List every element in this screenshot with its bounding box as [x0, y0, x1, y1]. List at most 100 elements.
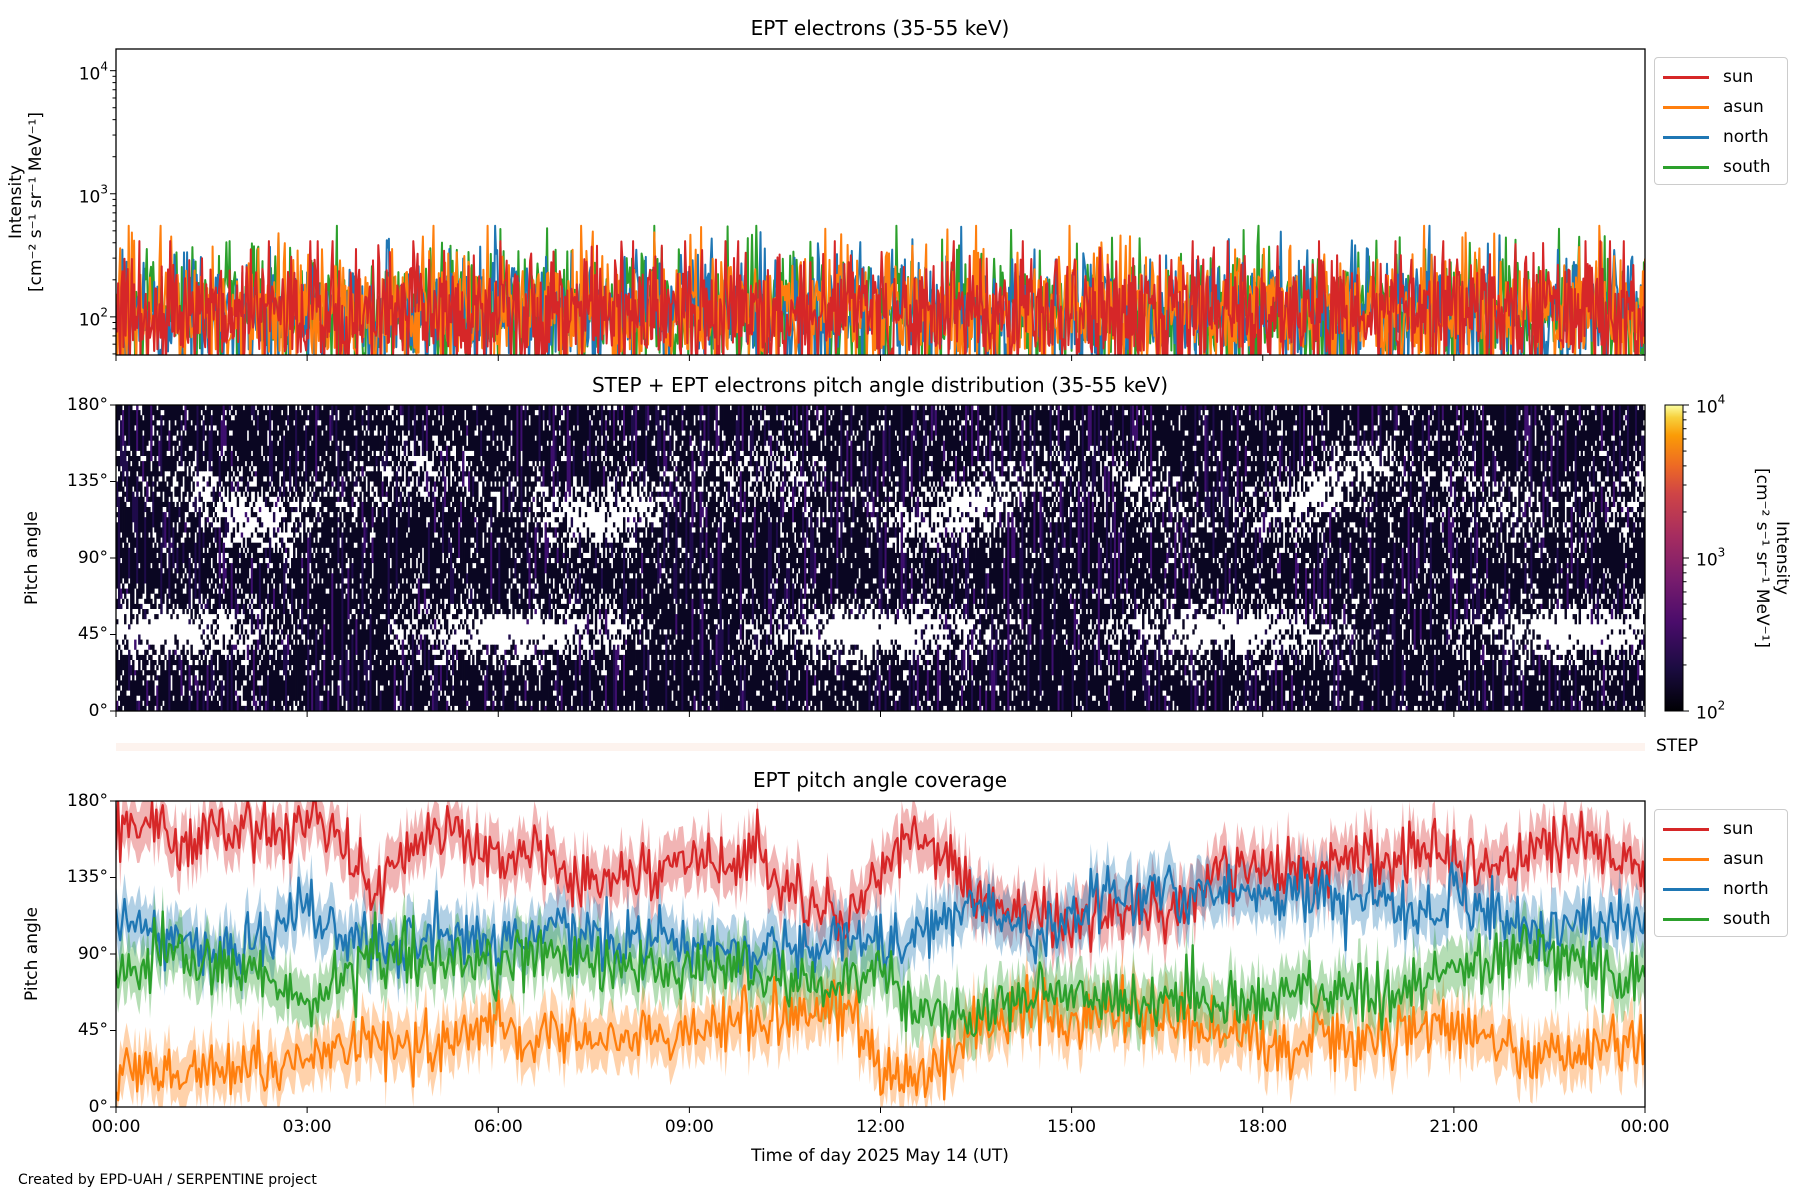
- heatmap-cell: [888, 425, 891, 477]
- heatmap-cell: [637, 619, 640, 625]
- heatmap-cell: [1075, 670, 1079, 696]
- heatmap-cell: [510, 491, 513, 502]
- heatmap-cell: [614, 542, 618, 548]
- heatmap-cell: [532, 568, 535, 584]
- heatmap-cell: [928, 501, 932, 528]
- heatmap-cell: [908, 527, 912, 533]
- heatmap-cell: [769, 598, 773, 635]
- heatmap-cell: [504, 680, 507, 686]
- heatmap-cell: [574, 609, 578, 615]
- heatmap-cell: [297, 476, 300, 497]
- heatmap-cell: [464, 660, 467, 711]
- heatmap-cell: [952, 527, 956, 533]
- heatmap-cell: [333, 486, 336, 655]
- heatmap-cell: [785, 512, 789, 533]
- heatmap-cell: [297, 517, 300, 533]
- heatmap-cell: [144, 501, 147, 513]
- heatmap-cell: [775, 522, 779, 548]
- heatmap-cell: [661, 501, 664, 513]
- heatmap-cell: [1121, 456, 1125, 462]
- heatmap-cell: [262, 461, 266, 477]
- heatmap-cell: [156, 685, 159, 711]
- heatmap-cell: [190, 405, 193, 421]
- heatmap-cell: [590, 542, 594, 584]
- heatmap-cell: [602, 675, 606, 701]
- heatmap-cell: [918, 649, 922, 655]
- heatmap-cell: [280, 415, 284, 472]
- heatmap-cell: [787, 435, 791, 446]
- heatmap-cell: [962, 405, 966, 421]
- heatmap-cell: [1063, 588, 1066, 620]
- heatmap-cell: [773, 461, 777, 472]
- heatmap-cell: [596, 563, 600, 615]
- heatmap-cell: [870, 512, 873, 518]
- heatmap-cell: [872, 670, 875, 686]
- heatmap-cell: [272, 578, 276, 584]
- heatmap-cell: [868, 440, 871, 487]
- heatmap-cell: [711, 654, 714, 676]
- heatmap-cell: [922, 517, 926, 523]
- heatmap-cell: [723, 405, 726, 436]
- heatmap-cell: [216, 670, 219, 681]
- heatmap-cell: [747, 405, 751, 436]
- heatmap-cell: [669, 634, 672, 645]
- heatmap-cell: [681, 420, 684, 431]
- heatmap-cell: [140, 537, 143, 599]
- heatmap-cell: [1099, 660, 1103, 671]
- heatmap-cell: [128, 476, 131, 502]
- heatmap-cell: [417, 445, 421, 456]
- heatmap-cell: [526, 532, 529, 564]
- heatmap-cell: [562, 660, 566, 711]
- heatmap-cell: [673, 496, 676, 507]
- heatmap-cell: [538, 405, 541, 462]
- heatmap-cell: [769, 405, 773, 431]
- heatmap-cell: [864, 690, 867, 711]
- heatmap-cell: [202, 532, 205, 548]
- heatmap-cell: [1057, 501, 1060, 513]
- heatmap-cell: [220, 537, 224, 553]
- heatmap-cell: [158, 675, 161, 711]
- heatmap-cell: [856, 486, 859, 518]
- heatmap-cell: [182, 644, 185, 686]
- heatmap-cell: [969, 578, 972, 589]
- heatmap-cell: [532, 481, 535, 492]
- heatmap-cell: [256, 685, 260, 701]
- heatmap-cell: [570, 568, 574, 574]
- heatmap-cell: [327, 690, 330, 711]
- heatmap-cell: [952, 614, 956, 625]
- heatmap-cell: [564, 665, 568, 706]
- heatmap-cell: [403, 405, 407, 436]
- heatmap-cell: [969, 425, 972, 482]
- heatmap-cell: [152, 680, 155, 711]
- heatmap-cell: [282, 501, 286, 507]
- heatmap-cell: [196, 481, 199, 487]
- heatmap-cell: [1047, 563, 1050, 706]
- heatmap-cell: [206, 517, 209, 523]
- heatmap-cell: [264, 563, 268, 599]
- heatmap-cell: [337, 405, 340, 411]
- heatmap-cell: [997, 466, 1000, 472]
- heatmap-cell: [433, 481, 437, 492]
- heatmap-cell: [693, 563, 696, 609]
- heatmap-cell: [293, 425, 296, 487]
- heatmap-cell: [675, 466, 678, 472]
- heatmap-cell: [948, 405, 952, 421]
- heatmap-cell: [389, 649, 393, 660]
- heatmap-cell: [1079, 491, 1083, 497]
- heatmap-cell: [643, 527, 646, 630]
- heatmap-cell: [546, 512, 549, 518]
- heatmap-cell: [932, 496, 936, 507]
- heatmap-cell: [727, 481, 731, 502]
- heatmap-cell: [715, 537, 718, 620]
- heatmap-cell: [140, 415, 143, 456]
- heatmap-cell: [962, 568, 966, 584]
- heatmap-cell: [270, 629, 274, 635]
- heatmap-cell: [946, 644, 950, 711]
- heatmap-cell: [540, 481, 543, 487]
- heatmap-cell: [689, 660, 692, 666]
- heatmap-cell: [804, 517, 807, 533]
- heatmap-cell: [580, 552, 584, 579]
- heatmap-cell: [472, 654, 475, 711]
- heatmap-cell: [192, 501, 195, 507]
- heatmap-cell: [148, 450, 151, 487]
